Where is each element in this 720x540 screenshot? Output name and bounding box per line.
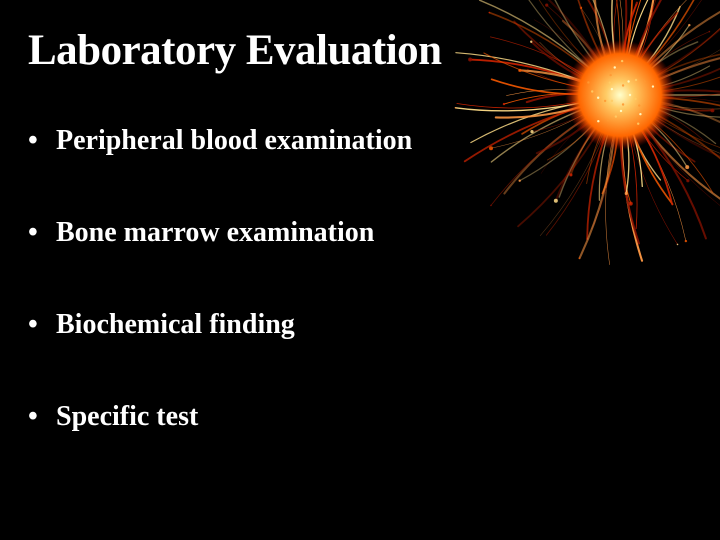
bullet-item: Bone marrow examination bbox=[28, 217, 692, 249]
bullet-list: Peripheral blood examination Bone marrow… bbox=[28, 125, 692, 433]
slide-container: Laboratory Evaluation Peripheral blood e… bbox=[0, 0, 720, 540]
bullet-item: Peripheral blood examination bbox=[28, 125, 692, 157]
slide-title: Laboratory Evaluation bbox=[28, 26, 692, 75]
bullet-item: Biochemical finding bbox=[28, 309, 692, 341]
bullet-item: Specific test bbox=[28, 401, 692, 433]
